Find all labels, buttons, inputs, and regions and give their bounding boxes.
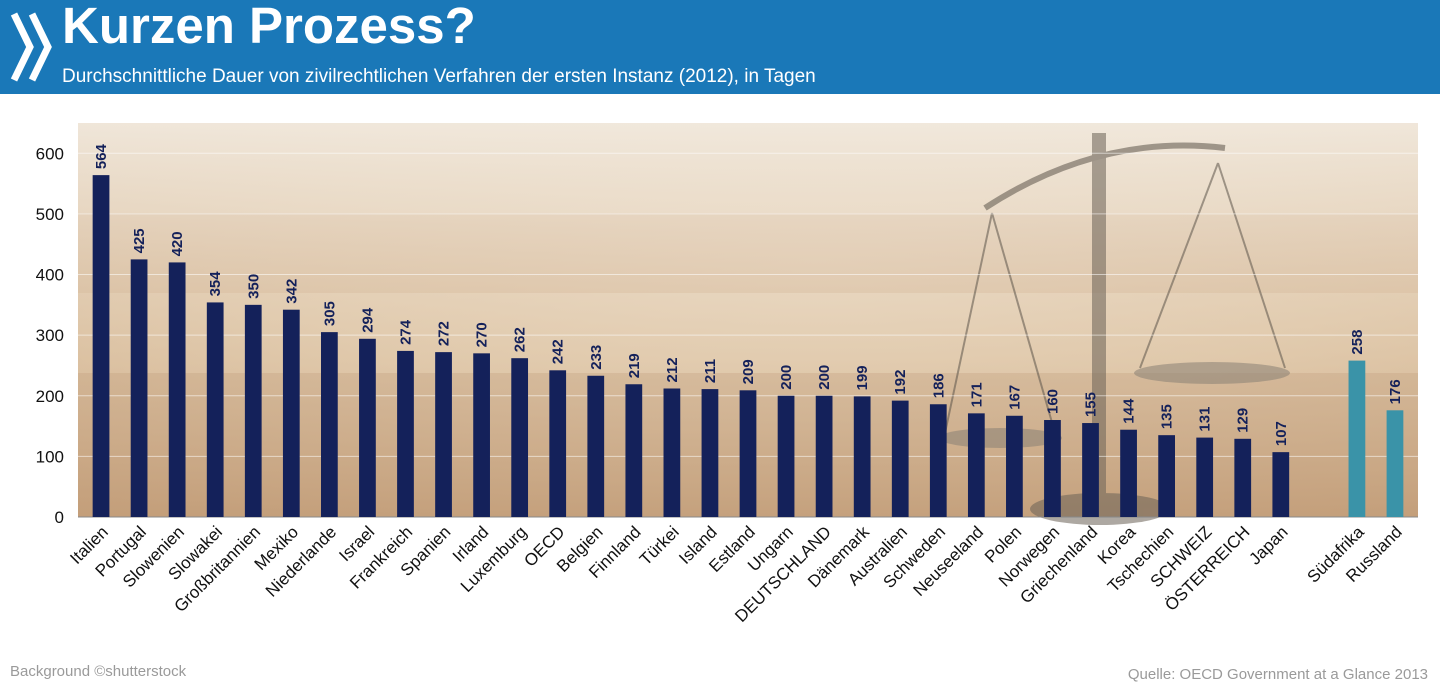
bar [1158,435,1176,517]
bar [511,358,529,517]
data-label: 135 [1159,404,1176,429]
data-label: 305 [321,301,338,326]
data-label: 425 [131,228,148,253]
bar [853,396,871,517]
y-axis: 0 100 200 300 400 500 600 [36,144,64,527]
y-tick-label: 100 [36,447,64,466]
bar [359,338,376,517]
data-label: 212 [664,357,681,382]
bar [587,375,605,517]
bar [625,384,643,517]
bar [1272,452,1290,517]
bar [244,304,262,517]
data-label: 564 [93,143,110,169]
data-label: 171 [968,382,985,407]
bar [701,389,719,517]
bar [1196,437,1214,517]
x-axis-labels: ItalienPortugalSlowenienSlowakeiGroßbrit… [66,522,1405,626]
bar [1234,438,1252,517]
data-label: 219 [626,353,643,378]
data-label: 160 [1044,389,1061,414]
bar [815,395,833,517]
bar-chart: 0 100 200 300 400 500 600 564 425 420 354 350 342 30… [36,123,1418,626]
scales-chain [1217,162,1286,369]
chart-frame [0,92,1440,685]
data-label: 274 [397,319,414,345]
scales-beam [983,142,1226,211]
y-tick-label: 200 [36,387,64,406]
bar [549,370,567,517]
bar [1082,423,1099,517]
data-label: 272 [436,321,453,346]
data-label: 233 [588,345,605,370]
double-chevron-right-icon [10,12,52,82]
bar [168,262,186,517]
bar [929,404,947,517]
bar [663,388,681,517]
bar [1006,415,1023,517]
y-tick-label: 300 [36,326,64,345]
bar [397,350,414,517]
data-label: 192 [892,370,909,395]
x-tick-label: Türkei [636,522,683,569]
y-tick-label: 0 [55,508,64,527]
data-label: 262 [512,327,529,352]
data-label: 270 [474,322,491,347]
data-label: 258 [1349,330,1366,355]
data-label: 199 [854,365,871,390]
bar [282,309,300,517]
data-label: 200 [778,365,795,390]
data-label: 131 [1197,407,1214,432]
data-label: 186 [930,373,947,398]
bar [435,352,452,517]
bar [206,302,224,517]
y-tick-label: 600 [36,144,64,163]
data-label: 167 [1006,385,1023,410]
data-label: 242 [550,339,567,364]
page-title: Kurzen Prozess? [62,0,476,54]
scales-chain [944,212,993,434]
bar [967,413,985,517]
data-label: 200 [816,365,833,390]
bars [92,175,1404,517]
bar [1044,420,1061,517]
data-label: 294 [359,307,376,333]
source-text: Quelle: OECD Government at a Glance 2013 [1127,666,1428,683]
scales-chain [1139,162,1219,369]
data-label: 420 [169,231,186,256]
y-tick-label: 500 [36,205,64,224]
x-tick-label: Japan [1245,522,1291,568]
data-labels: 564 425 420 354 350 342 305 294 274 272 270 262 242 2… [93,143,1404,446]
data-label: 342 [283,279,300,304]
bar [473,353,490,517]
bar [777,395,795,517]
data-label: 354 [207,271,224,297]
data-label: 144 [1121,398,1138,424]
bar [1386,410,1404,517]
data-label: 129 [1235,408,1252,433]
scales-pan-left [938,428,1062,448]
bar [1120,429,1137,517]
scales-chain [991,212,1056,434]
y-tick-label: 400 [36,266,64,285]
data-label: 176 [1387,379,1404,404]
bar [320,332,338,517]
bar [739,390,757,517]
page-subtitle: Durchschnittliche Dauer von zivilrechtli… [62,66,816,87]
data-label: 155 [1083,392,1100,417]
credit-text: Background ©shutterstock [10,663,187,680]
bar [130,259,148,517]
bar [92,175,110,517]
data-label: 211 [702,359,719,383]
scales-pan-right [1134,362,1290,384]
bar [891,400,909,517]
header-bar: Kurzen Prozess? Durchschnittliche Dauer … [0,0,1440,92]
bar [1348,360,1366,517]
scales-pillar [1092,133,1106,517]
data-label: 107 [1273,421,1290,446]
data-label: 209 [740,359,757,384]
data-label: 350 [245,274,262,299]
